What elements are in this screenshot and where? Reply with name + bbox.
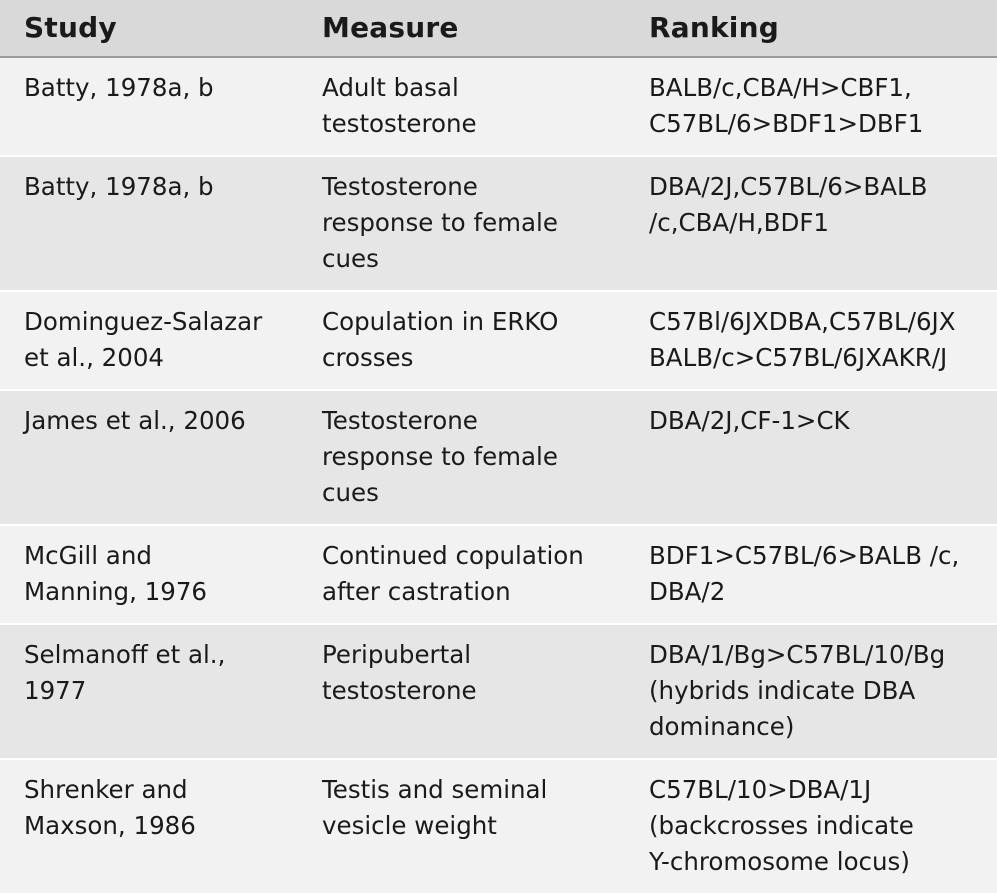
ranking-cell: DBA/2J,CF-1>CK [625, 389, 997, 525]
table-row: Batty, 1978a, b Testosterone response to f… [0, 155, 997, 291]
measure-text-line: Continued copulation [322, 541, 584, 570]
study-text-line: Batty, 1978a, b [24, 73, 214, 102]
ranking-text-line: (hybrids indicate DBA [649, 676, 916, 705]
study-text-line: James et al., 2006 [24, 406, 246, 435]
study-text-line: Shrenker and [24, 775, 188, 804]
table-row: Selmanoff et al., 1977 Peripubertal testost… [0, 623, 997, 759]
ranking-text-line: DBA/2J,C57BL/6>BALB [649, 172, 928, 201]
measure-text-line: crosses [322, 343, 414, 372]
ranking-cell: C57BL/10>DBA/1J (backcrosses indicate Y-ch… [625, 758, 997, 893]
ranking-text-line: C57BL/10>DBA/1J [649, 775, 872, 804]
measure-text-line: vesicle weight [322, 811, 497, 840]
table-row: McGill and Manning, 1976 Continued copulat… [0, 524, 997, 624]
study-text-line: et al., 2004 [24, 343, 165, 372]
measure-text-line: Testis and seminal [322, 775, 548, 804]
ranking-text-line: BALB/c,CBA/H>CBF1, [649, 73, 912, 102]
study-cell: McGill and Manning, 1976 [0, 524, 298, 624]
measure-text-line: response to female [322, 208, 558, 237]
measure-text-line: Peripubertal [322, 640, 472, 669]
measure-cell: Adult basal testosterone [298, 56, 625, 156]
ranking-cell: C57Bl/6JXDBA,C57BL/6JX BALB/c>C57BL/6JXAK… [625, 290, 997, 390]
ranking-cell: BALB/c,CBA/H>CBF1, C57BL/6>BDF1>DBF1 [625, 56, 997, 156]
ranking-cell: DBA/1/Bg>C57BL/10/Bg (hybrids indicate DB… [625, 623, 997, 759]
ranking-cell: BDF1>C57BL/6>BALB /c, DBA/2 [625, 524, 997, 624]
column-header-ranking: Ranking [625, 0, 997, 58]
table-row: James et al., 2006 Testosterone response t… [0, 389, 997, 525]
study-text-line: McGill and [24, 541, 152, 570]
study-text-line: Selmanoff et al., [24, 640, 226, 669]
study-text-line: 1977 [24, 676, 87, 705]
column-header-measure: Measure [298, 0, 625, 58]
column-header-study: Study [0, 0, 298, 58]
study-cell: James et al., 2006 [0, 389, 298, 525]
ranking-text-line: C57BL/6>BDF1>DBF1 [649, 109, 924, 138]
table-row: Dominguez-Salazar et al., 2004 Copulation … [0, 290, 997, 390]
measure-text-line: testosterone [322, 109, 477, 138]
table-header: Study Measure Ranking [0, 0, 997, 58]
study-cell: Shrenker and Maxson, 1986 [0, 758, 298, 893]
ranking-text-line: DBA/1/Bg>C57BL/10/Bg [649, 640, 946, 669]
ranking-text-line: C57Bl/6JXDBA,C57BL/6JX [649, 307, 956, 336]
measure-text-line: cues [322, 478, 379, 507]
measure-cell: Testosterone response to female cues [298, 155, 625, 291]
ranking-text-line: (backcrosses indicate [649, 811, 914, 840]
table-row: Shrenker and Maxson, 1986 Testis and semin… [0, 758, 997, 893]
measure-cell: Testosterone response to female cues [298, 389, 625, 525]
measure-text-line: Copulation in ERKO [322, 307, 559, 336]
measure-cell: Continued copulation after castration [298, 524, 625, 624]
study-text-line: Batty, 1978a, b [24, 172, 214, 201]
ranking-text-line: DBA/2 [649, 577, 726, 606]
ranking-text-line: BALB/c>C57BL/6JXAKR/J [649, 343, 948, 372]
study-text-line: Dominguez-Salazar [24, 307, 263, 336]
measure-text-line: cues [322, 244, 379, 273]
ranking-text-line: BDF1>C57BL/6>BALB /c, [649, 541, 960, 570]
measure-text-line: Testosterone [322, 172, 478, 201]
measure-cell: Copulation in ERKO crosses [298, 290, 625, 390]
header-row: Study Measure Ranking [0, 0, 997, 58]
study-cell: Batty, 1978a, b [0, 56, 298, 156]
study-cell: Batty, 1978a, b [0, 155, 298, 291]
study-cell: Selmanoff et al., 1977 [0, 623, 298, 759]
ranking-text-line: /c,CBA/H,BDF1 [649, 208, 830, 237]
measure-text-line: response to female [322, 442, 558, 471]
measure-cell: Testis and seminal vesicle weight [298, 758, 625, 893]
table-row: Batty, 1978a, b Adult basal testosterone BA… [0, 56, 997, 156]
ranking-text-line: dominance) [649, 712, 795, 741]
measure-text-line: after castration [322, 577, 511, 606]
measure-text-line: Testosterone [322, 406, 478, 435]
measure-text-line: testosterone [322, 676, 477, 705]
ranking-text-line: DBA/2J,CF-1>CK [649, 406, 850, 435]
ranking-cell: DBA/2J,C57BL/6>BALB/c,CBA/H,BDF1 [625, 155, 997, 291]
measure-text-line: Adult basal [322, 73, 459, 102]
study-cell: Dominguez-Salazar et al., 2004 [0, 290, 298, 390]
study-text-line: Manning, 1976 [24, 577, 208, 606]
study-text-line: Maxson, 1986 [24, 811, 196, 840]
ranking-text-line: Y-chromosome locus) [649, 847, 910, 876]
table-body: Batty, 1978a, b Adult basal testosterone BA… [0, 56, 997, 893]
measure-cell: Peripubertal testosterone [298, 623, 625, 759]
